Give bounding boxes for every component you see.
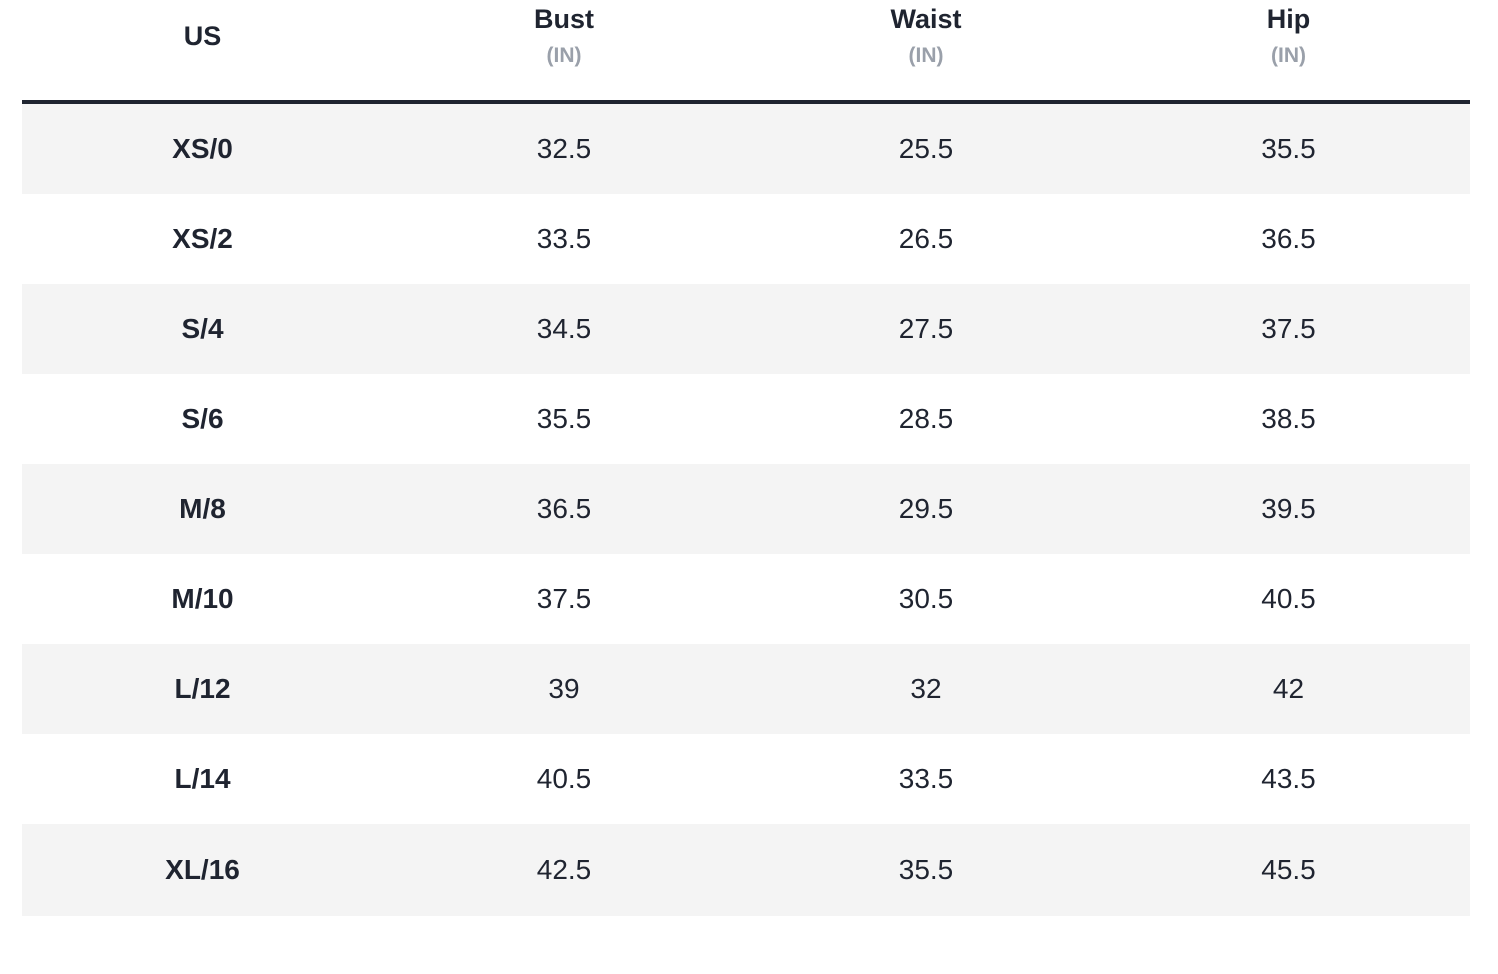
waist-cell: 29.5: [898, 493, 954, 524]
header-bust-title: Bust: [534, 4, 594, 34]
bust-cell: 36.5: [536, 493, 592, 524]
waist-cell: 30.5: [898, 583, 954, 614]
table-header-row: US Bust (IN) Waist (IN) Hip (IN): [22, 0, 1470, 104]
header-waist-unit: (IN): [908, 44, 944, 67]
header-hip-title: Hip: [1266, 4, 1311, 34]
size-cell: XS/2: [172, 223, 233, 254]
size-cell: S/6: [181, 403, 224, 434]
bust-cell: 35.5: [536, 403, 592, 434]
waist-cell: 28.5: [898, 403, 954, 434]
hip-cell: 36.5: [1261, 223, 1316, 254]
table-row: XS/2 33.5 26.5 36.5: [22, 194, 1470, 284]
table-row: XL/16 42.5 35.5 45.5: [22, 824, 1470, 916]
header-bust: Bust (IN): [383, 0, 745, 100]
waist-cell: 25.5: [898, 133, 954, 164]
size-cell: M/8: [179, 493, 226, 524]
hip-cell: 43.5: [1261, 763, 1316, 794]
header-waist: Waist (IN): [745, 0, 1107, 100]
bust-cell: 32.5: [536, 133, 592, 164]
table-row: L/12 39 32 42: [22, 644, 1470, 734]
header-bust-unit: (IN): [546, 44, 582, 67]
header-hip: Hip (IN): [1107, 0, 1470, 100]
bust-cell: 39: [548, 673, 580, 704]
header-hip-unit: (IN): [1271, 44, 1306, 67]
table-row: M/10 37.5 30.5 40.5: [22, 554, 1470, 644]
waist-cell: 33.5: [898, 763, 954, 794]
bust-cell: 33.5: [536, 223, 592, 254]
table-row: S/6 35.5 28.5 38.5: [22, 374, 1470, 464]
table-row: L/14 40.5 33.5 43.5: [22, 734, 1470, 824]
bust-cell: 40.5: [536, 763, 592, 794]
size-cell: L/14: [174, 763, 231, 794]
header-us: US: [22, 0, 383, 100]
waist-cell: 32: [910, 673, 942, 704]
waist-cell: 26.5: [898, 223, 954, 254]
header-us-title: US: [183, 21, 222, 51]
size-cell: S/4: [181, 313, 224, 344]
size-cell: XS/0: [172, 133, 233, 164]
hip-cell: 37.5: [1261, 313, 1316, 344]
size-chart-table: US Bust (IN) Waist (IN) Hip (IN) XS/0 32…: [22, 0, 1470, 916]
hip-cell: 42: [1272, 673, 1305, 704]
hip-cell: 40.5: [1261, 583, 1316, 614]
size-cell: M/10: [171, 583, 234, 614]
waist-cell: 35.5: [898, 854, 954, 885]
hip-cell: 45.5: [1261, 854, 1316, 885]
header-waist-title: Waist: [890, 4, 962, 34]
hip-cell: 35.5: [1261, 133, 1316, 164]
table-row: XS/0 32.5 25.5 35.5: [22, 104, 1470, 194]
size-cell: L/12: [174, 673, 231, 704]
hip-cell: 39.5: [1261, 493, 1316, 524]
size-cell: XL/16: [165, 854, 240, 885]
table-row: S/4 34.5 27.5 37.5: [22, 284, 1470, 374]
hip-cell: 38.5: [1261, 403, 1316, 434]
bust-cell: 37.5: [536, 583, 592, 614]
waist-cell: 27.5: [898, 313, 954, 344]
table-row: M/8 36.5 29.5 39.5: [22, 464, 1470, 554]
table-body: XS/0 32.5 25.5 35.5 XS/2 33.5 26.5 36.5 …: [22, 104, 1470, 916]
bust-cell: 42.5: [536, 854, 592, 885]
bust-cell: 34.5: [536, 313, 592, 344]
